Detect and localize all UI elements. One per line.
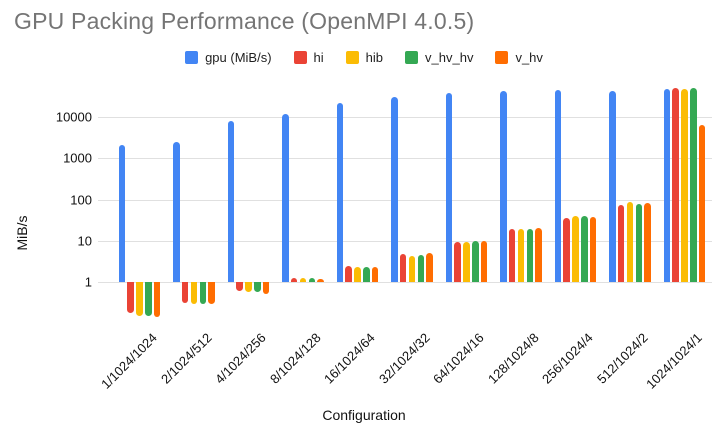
- bar-hib-4-1024-256[interactable]: [245, 282, 252, 293]
- bar-hib-2-1024-512[interactable]: [190, 282, 198, 304]
- bar-v-hv-hv-256-1024-4[interactable]: [581, 216, 588, 283]
- bar-gpu-mib-s-512-1024-2[interactable]: [609, 91, 616, 283]
- x-tick-128-1024-8: 128/1024/8: [484, 330, 542, 387]
- bar-v-hv-128-1024-8[interactable]: [535, 227, 542, 283]
- bar-hib-1024-1024-1[interactable]: [681, 88, 688, 283]
- gridline-10: [98, 241, 712, 242]
- legend-item-hi: hi: [293, 49, 324, 65]
- bar-hi-1-1024-1024[interactable]: [127, 282, 134, 314]
- bar-hib-1-1024-1024[interactable]: [136, 282, 143, 316]
- bar-hi-64-1024-16[interactable]: [454, 241, 461, 283]
- bar-v-hv-hv-128-1024-8[interactable]: [526, 229, 534, 283]
- x-tick-8-1024-128: 8/1024/128: [266, 330, 324, 387]
- bar-gpu-mib-s-32-1024-32[interactable]: [391, 97, 398, 283]
- legend-label-v-hv-hv: v_hv_hv: [425, 49, 474, 65]
- bar-v-hv-16-1024-64[interactable]: [371, 266, 379, 283]
- bar-v-hv-hv-4-1024-256[interactable]: [254, 282, 261, 293]
- x-tick-16-1024-64: 16/1024/64: [321, 330, 379, 387]
- bar-hi-512-1024-2[interactable]: [617, 204, 625, 283]
- x-tick-64-1024-16: 64/1024/16: [430, 330, 488, 387]
- bar-hib-512-1024-2[interactable]: [626, 202, 634, 283]
- x-tick-32-1024-32: 32/1024/32: [375, 330, 433, 387]
- bar-hi-128-1024-8[interactable]: [508, 229, 516, 283]
- legend-label-hi: hi: [313, 49, 324, 65]
- bar-hi-4-1024-256[interactable]: [236, 282, 243, 292]
- legend-item-hib: hib: [345, 49, 384, 65]
- bar-gpu-mib-s-4-1024-256[interactable]: [227, 121, 235, 283]
- x-tick-256-1024-4: 256/1024/4: [539, 330, 597, 387]
- bar-hib-64-1024-16[interactable]: [463, 241, 470, 283]
- bar-v-hv-hv-1-1024-1024[interactable]: [145, 282, 152, 317]
- bar-v-hv-1-1024-1024[interactable]: [153, 282, 161, 317]
- bar-v-hv-hv-1024-1024-1[interactable]: [690, 87, 697, 283]
- legend-item-v-hv-hv: v_hv_hv: [405, 50, 473, 65]
- x-tick-1-1024-1024: 1/1024/1024: [98, 330, 161, 392]
- gridline-1: [98, 282, 712, 284]
- bar-hib-256-1024-4[interactable]: [572, 216, 579, 283]
- bar-hi-32-1024-32[interactable]: [399, 254, 407, 283]
- bar-gpu-mib-s-128-1024-8[interactable]: [500, 91, 507, 283]
- bar-v-hv-hv-16-1024-64[interactable]: [363, 266, 370, 283]
- y-axis-title: MiB/s: [14, 215, 30, 251]
- legend-swatch-icon-v-hv: [495, 50, 509, 64]
- bar-v-hv-hv-512-1024-2[interactable]: [635, 203, 643, 283]
- gridline-1000: [98, 158, 712, 160]
- legend-swatch-icon-v-hv-hv: [405, 50, 419, 64]
- y-tick-100: 100: [70, 192, 92, 208]
- bar-gpu-mib-s-1-1024-1024[interactable]: [118, 145, 126, 283]
- y-tick-10: 10: [77, 233, 92, 249]
- y-tick-10000: 10000: [55, 109, 92, 125]
- bar-hib-8-1024-128[interactable]: [299, 278, 307, 283]
- bar-hib-32-1024-32[interactable]: [408, 255, 416, 283]
- bar-v-hv-32-1024-32[interactable]: [426, 253, 433, 283]
- bar-v-hv-hv-32-1024-32[interactable]: [417, 254, 425, 283]
- bar-hi-16-1024-64[interactable]: [345, 265, 352, 283]
- x-tick-2-1024-512: 2/1024/512: [157, 330, 215, 387]
- bar-v-hv-hv-64-1024-16[interactable]: [472, 241, 479, 283]
- bar-v-hv-2-1024-512[interactable]: [208, 282, 215, 305]
- bar-v-hv-512-1024-2[interactable]: [644, 203, 651, 283]
- legend-swatch-icon-hi: [293, 50, 307, 64]
- bar-hi-2-1024-512[interactable]: [181, 282, 189, 303]
- bar-hi-8-1024-128[interactable]: [290, 277, 298, 283]
- bar-gpu-mib-s-256-1024-4[interactable]: [554, 90, 562, 283]
- bar-hi-1024-1024-1[interactable]: [672, 87, 679, 283]
- x-tick-4-1024-256: 4/1024/256: [212, 330, 270, 387]
- bar-v-hv-256-1024-4[interactable]: [589, 217, 597, 283]
- bar-hib-16-1024-64[interactable]: [354, 266, 361, 283]
- legend-swatch-icon-hib: [345, 50, 359, 64]
- bar-v-hv-1024-1024-1[interactable]: [698, 125, 706, 283]
- bar-gpu-mib-s-16-1024-64[interactable]: [336, 102, 344, 283]
- legend-item-v-hv: v_hv: [495, 49, 543, 65]
- legend-label-hib: hib: [365, 49, 384, 65]
- legend-item-gpu-mib-s: gpu (MiB/s): [185, 49, 272, 65]
- bar-v-hv-4-1024-256[interactable]: [262, 282, 270, 295]
- bar-v-hv-8-1024-128[interactable]: [317, 279, 324, 283]
- bar-gpu-mib-s-1024-1024-1[interactable]: [663, 88, 671, 283]
- x-axis-title: Configuration: [322, 407, 406, 423]
- x-tick-512-1024-2: 512/1024/2: [593, 330, 651, 387]
- bar-gpu-mib-s-64-1024-16[interactable]: [445, 93, 453, 283]
- chart-title: GPU Packing Performance (OpenMPI 4.0.5): [14, 8, 475, 34]
- gridline-10000: [98, 117, 712, 119]
- bar-hib-128-1024-8[interactable]: [517, 228, 525, 283]
- x-tick-1024-1024-1: 1024/1024/1: [643, 330, 706, 392]
- bar-v-hv-hv-8-1024-128[interactable]: [308, 278, 316, 283]
- legend: gpu (MiB/s) hi hib v_hv_hv v_hv: [0, 48, 728, 66]
- y-tick-1000: 1000: [63, 150, 92, 166]
- legend-label-v-hv: v_hv: [515, 49, 543, 65]
- bar-v-hv-64-1024-16[interactable]: [480, 241, 488, 283]
- legend-swatch-icon-gpu-mib-s: [185, 50, 199, 64]
- y-tick-1: 1: [84, 274, 92, 290]
- legend-label-gpu-mib-s: gpu (MiB/s): [205, 49, 272, 65]
- bar-hi-256-1024-4[interactable]: [563, 217, 570, 283]
- bar-v-hv-hv-2-1024-512[interactable]: [199, 282, 207, 304]
- bar-gpu-mib-s-8-1024-128[interactable]: [282, 113, 289, 283]
- bar-gpu-mib-s-2-1024-512[interactable]: [173, 142, 180, 283]
- gridline-100: [98, 199, 712, 201]
